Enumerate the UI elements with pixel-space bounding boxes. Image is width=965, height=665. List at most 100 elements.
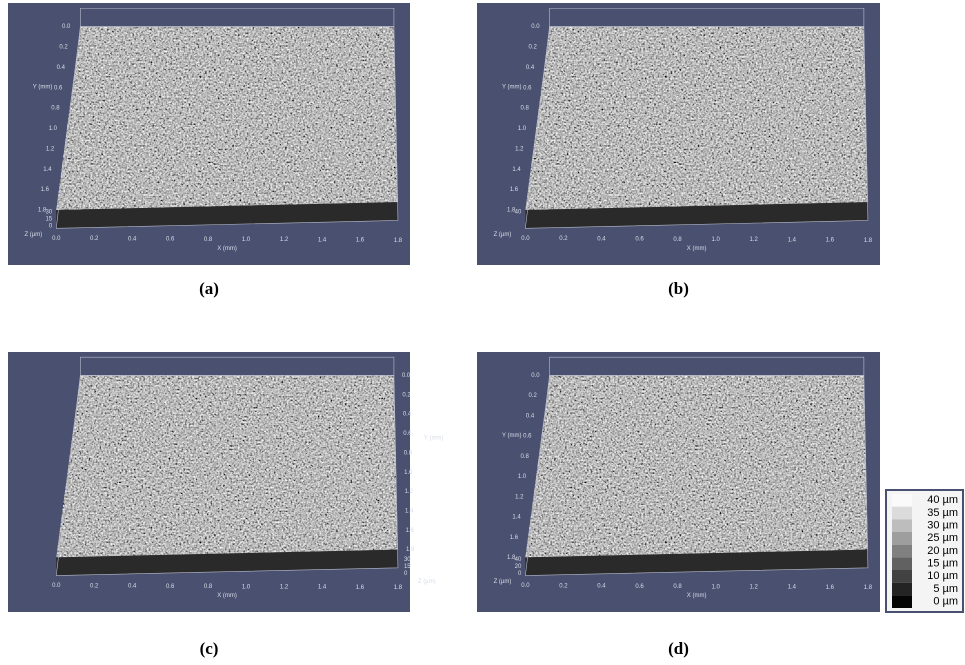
y-tick-label: 1.4	[512, 167, 521, 173]
x-tick-label: 1.0	[711, 584, 720, 590]
x-tick-label: 0.6	[635, 237, 644, 243]
x-tick-label: 0.2	[90, 236, 99, 242]
y-tick-label: 1.6	[41, 187, 50, 193]
colorbar-swatch	[892, 595, 912, 608]
y-tick-label: 1.4	[512, 515, 521, 521]
y-tick-label: 0.4	[57, 65, 66, 71]
x-axis-label: X (mm)	[687, 246, 707, 252]
front-face	[56, 202, 398, 229]
y-tick-label: 0.2	[402, 392, 411, 398]
colorbar-label: 35 µm	[927, 507, 958, 519]
y-tick-label: 1.8	[38, 208, 47, 214]
z-tick-label: 30	[404, 557, 411, 563]
front-face	[525, 549, 868, 576]
bounding-box	[55, 375, 399, 576]
x-tick-label: 1.8	[864, 238, 873, 244]
colorbar-swatch	[892, 544, 912, 558]
x-tick-label: 0.4	[597, 236, 606, 242]
colorbar-label: 30 µm	[927, 520, 958, 532]
x-tick-label: 0.0	[521, 236, 530, 242]
y-axis-label: Y (mm)	[502, 433, 522, 439]
x-tick-label: 1.4	[788, 585, 797, 591]
y-tick-label: 1.6	[405, 528, 414, 534]
x-tick-label: 0.6	[166, 584, 175, 590]
y-tick-label: 0.2	[59, 45, 68, 51]
x-tick-label: 0.6	[166, 237, 175, 243]
x-tick-label: 0.2	[559, 583, 568, 589]
colorbar-label: 40 µm	[927, 494, 958, 506]
x-tick-label: 0.4	[128, 236, 137, 242]
x-axis-label: X (mm)	[217, 593, 237, 599]
colorbar-label: 20 µm	[927, 545, 958, 557]
y-tick-label: 1.6	[510, 535, 519, 541]
y-tick-label: 0.8	[51, 106, 60, 112]
surface	[525, 26, 868, 210]
panel-label: (d)	[668, 639, 689, 658]
z-tick-label: 40	[515, 210, 522, 216]
y-tick-label: 0.6	[523, 85, 532, 91]
z-tick-label: 0	[49, 224, 53, 230]
bounding-box	[525, 375, 869, 576]
y-tick-label: 1.4	[43, 167, 52, 173]
x-tick-label: 1.6	[826, 238, 835, 244]
y-tick-label: 0.8	[404, 450, 413, 456]
surface	[56, 375, 398, 558]
x-tick-label: 0.2	[90, 583, 99, 589]
x-tick-label: 1.2	[750, 237, 759, 243]
y-tick-label: 1.0	[49, 126, 58, 132]
x-tick-label: 1.8	[394, 585, 403, 591]
x-tick-label: 1.8	[864, 585, 873, 591]
y-tick-label: 1.0	[404, 470, 413, 476]
y-tick-label: 1.8	[507, 555, 516, 561]
z-tick-label: 40	[515, 557, 522, 563]
colorbar-label: 5 µm	[933, 583, 958, 595]
x-tick-label: 0.4	[597, 584, 606, 590]
x-axis-label: X (mm)	[217, 246, 237, 252]
x-tick-label: 0.4	[128, 584, 137, 590]
z-axis-label: Z (µm)	[494, 579, 512, 585]
y-tick-label: 1.2	[405, 489, 414, 495]
y-axis-label: Y (mm)	[424, 435, 444, 441]
y-tick-label: 1.2	[46, 146, 55, 152]
y-axis-label: Y (mm)	[33, 84, 53, 90]
y-tick-label: 0.4	[526, 413, 535, 419]
front-face	[56, 549, 398, 576]
x-axis-label: X (mm)	[687, 593, 707, 599]
y-tick-label: 0.0	[531, 373, 540, 379]
x-tick-label: 0.2	[559, 236, 568, 242]
x-tick-label: 1.6	[356, 585, 365, 591]
z-axis-label: Z (µm)	[494, 232, 512, 238]
y-tick-label: 0.0	[62, 24, 71, 30]
x-tick-label: 0.8	[204, 584, 213, 590]
y-tick-label: 0.8	[520, 454, 529, 460]
y-tick-label: 1.8	[406, 547, 415, 553]
x-tick-label: 1.6	[826, 585, 835, 591]
y-axis-label: Y (mm)	[502, 84, 522, 90]
colorbar-swatch	[892, 494, 912, 507]
y-tick-label: 0.2	[529, 393, 538, 399]
x-tick-label: 0.0	[52, 236, 61, 242]
panel-label: (c)	[200, 639, 219, 658]
y-tick-label: 1.6	[510, 187, 519, 193]
x-tick-label: 0.6	[635, 584, 644, 590]
z-tick-label: 30	[46, 210, 53, 216]
y-tick-label: 0.6	[54, 85, 63, 91]
y-tick-label: 1.4	[405, 508, 414, 514]
z-tick-label: 0	[404, 571, 408, 577]
colorbar-swatch	[892, 570, 912, 583]
z-axis-label: Z (µm)	[24, 232, 42, 238]
bounding-box	[55, 26, 399, 229]
x-tick-label: 1.4	[788, 237, 797, 243]
x-tick-label: 1.2	[280, 237, 289, 243]
z-tick-label: 0	[518, 571, 522, 577]
panel-label: (b)	[668, 279, 689, 298]
colorbar-label: 0 µm	[933, 596, 958, 608]
colorbar-swatch	[892, 506, 912, 520]
x-tick-label: 0.8	[673, 237, 682, 243]
colorbar-label: 15 µm	[927, 558, 958, 570]
colorbar-label: 10 µm	[927, 570, 958, 582]
x-tick-label: 1.2	[750, 585, 759, 591]
x-tick-label: 0.0	[52, 583, 61, 589]
x-tick-label: 1.2	[280, 585, 289, 591]
